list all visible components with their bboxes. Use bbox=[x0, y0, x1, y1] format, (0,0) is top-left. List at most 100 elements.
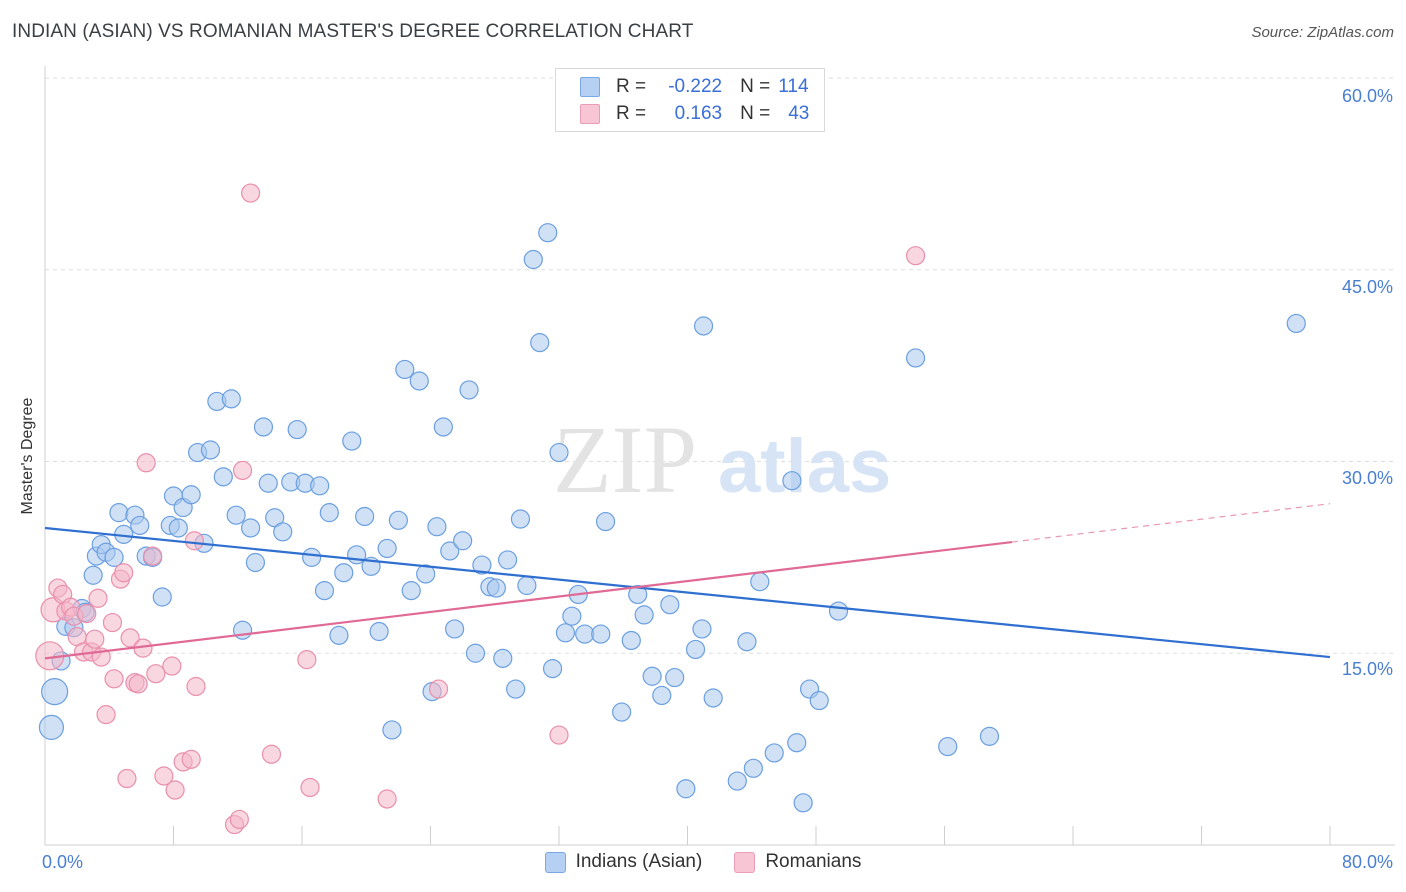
indian-point bbox=[226, 505, 246, 525]
romanian-point bbox=[128, 674, 148, 694]
indian-point bbox=[273, 522, 293, 542]
romanian-point bbox=[102, 612, 123, 633]
indian-point bbox=[369, 621, 389, 642]
indian-point bbox=[355, 506, 375, 527]
indian-point bbox=[181, 485, 201, 505]
indian-point bbox=[575, 624, 595, 644]
indian-point bbox=[538, 223, 558, 243]
indian-point bbox=[493, 648, 513, 668]
legend-r-value: -0.222 bbox=[668, 76, 723, 97]
legend-r-label: R = bbox=[616, 76, 647, 97]
romanian-point bbox=[300, 777, 320, 798]
indian-point bbox=[562, 606, 582, 626]
indian-point bbox=[130, 515, 150, 536]
indian-point bbox=[510, 509, 531, 529]
legend-swatch-blue bbox=[544, 851, 566, 873]
indian-point bbox=[310, 476, 330, 496]
indian-point bbox=[764, 743, 784, 763]
romanian-point bbox=[549, 725, 569, 745]
romanian-point bbox=[146, 664, 166, 684]
romanian-point bbox=[143, 546, 163, 566]
romanian-point bbox=[120, 628, 140, 648]
indian-point bbox=[743, 758, 763, 778]
indian-point bbox=[750, 572, 770, 592]
romanian-point bbox=[186, 676, 206, 697]
romanian-point bbox=[241, 183, 261, 203]
romanian-point bbox=[428, 679, 449, 699]
romanian-point bbox=[165, 780, 185, 800]
indian-point bbox=[523, 249, 543, 270]
indian-point bbox=[213, 467, 233, 487]
indian-point bbox=[334, 563, 354, 583]
indian-point bbox=[555, 623, 576, 643]
legend-item-indians: Indians (Asian) bbox=[544, 851, 703, 873]
indian-point bbox=[152, 587, 172, 607]
indian-point bbox=[517, 575, 537, 596]
indian-point bbox=[693, 316, 714, 336]
chart-title: INDIAN (ASIAN) VS ROMANIAN MASTER'S DEGR… bbox=[12, 21, 694, 42]
legend-n-label: N = bbox=[740, 103, 771, 124]
indian-point bbox=[727, 771, 747, 791]
legend-row-romanians: R = 0.163 N = 43 bbox=[580, 101, 809, 127]
indian-point bbox=[652, 685, 672, 706]
indian-point bbox=[787, 733, 807, 753]
legend-item-romanians: Romanians bbox=[734, 851, 861, 873]
indian-point bbox=[83, 565, 103, 585]
indian-point bbox=[382, 720, 402, 740]
romanian-point bbox=[85, 629, 105, 649]
indian-point bbox=[104, 547, 124, 567]
romanian-point bbox=[232, 460, 253, 481]
romanian-point bbox=[377, 789, 397, 809]
indian-point bbox=[416, 564, 436, 584]
watermark-zip: ZIP bbox=[553, 406, 697, 513]
romanian-point bbox=[297, 650, 317, 670]
romanian-point bbox=[229, 809, 249, 830]
indian-point bbox=[168, 518, 188, 538]
indian-point bbox=[542, 658, 563, 679]
y-tick-label: 60.0% bbox=[1341, 86, 1393, 106]
indian-point bbox=[905, 348, 926, 368]
indian-point bbox=[342, 431, 362, 451]
indian-point bbox=[685, 639, 706, 660]
indian-point bbox=[595, 511, 616, 532]
romanian-point bbox=[905, 246, 926, 266]
legend-swatch-pink bbox=[580, 104, 600, 124]
indian-point bbox=[676, 779, 696, 799]
watermark-atlas: atlas bbox=[718, 424, 891, 509]
y-tick-label: 15.0% bbox=[1341, 659, 1393, 679]
indian-point bbox=[621, 630, 641, 651]
indian-point bbox=[241, 518, 261, 538]
indian-point bbox=[591, 624, 611, 644]
legend-n-label: N = bbox=[740, 76, 771, 97]
legend-series-name: Indians (Asian) bbox=[575, 851, 703, 872]
indian-point bbox=[409, 371, 429, 391]
indian-point bbox=[465, 643, 486, 663]
indian-point bbox=[347, 545, 367, 565]
x-tick-label: 0.0% bbox=[42, 852, 84, 872]
indian-point bbox=[782, 471, 802, 491]
legend-n-value: 43 bbox=[788, 103, 810, 124]
romanian-point bbox=[154, 766, 174, 786]
indian-point bbox=[703, 688, 723, 708]
indian-point bbox=[245, 552, 266, 573]
indian-point bbox=[634, 605, 654, 625]
indian-point bbox=[38, 714, 65, 740]
indian-point bbox=[692, 619, 712, 639]
romanian-point bbox=[88, 588, 108, 608]
legend-swatch-pink bbox=[734, 851, 756, 873]
indian-point bbox=[549, 442, 569, 463]
indian-point bbox=[444, 619, 465, 639]
legend-r-label: R = bbox=[616, 103, 647, 124]
legend-swatch-blue bbox=[580, 77, 600, 97]
indian-point bbox=[319, 503, 339, 523]
romanian-trend-line bbox=[44, 540, 1013, 660]
indian-point bbox=[388, 510, 408, 530]
romanian-point bbox=[96, 705, 116, 725]
indian-point bbox=[660, 595, 680, 615]
indian-point bbox=[530, 333, 550, 353]
x-tick-label: 80.0% bbox=[1341, 852, 1393, 872]
indian-point bbox=[459, 380, 479, 400]
indian-point bbox=[938, 736, 958, 757]
indian-point bbox=[395, 359, 415, 380]
